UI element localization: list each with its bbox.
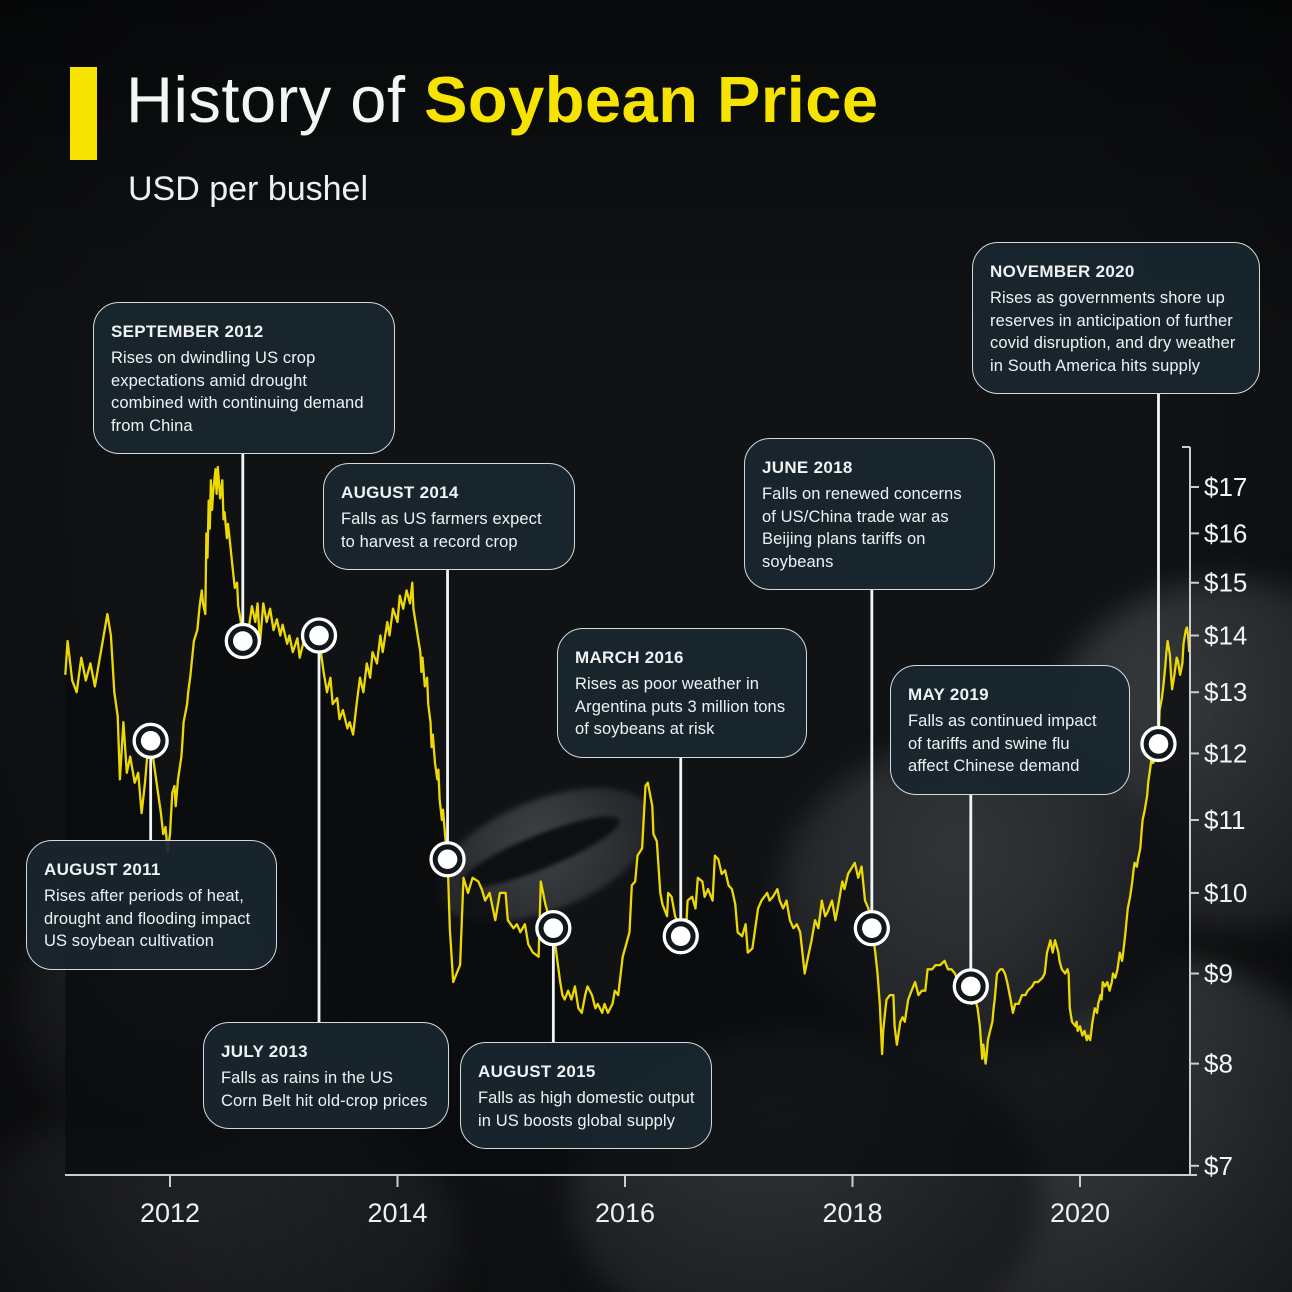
event-marker-dot-mar2016 [670, 926, 691, 947]
annotation-may2019: MAY 2019 Falls as continued impact of tar… [890, 665, 1130, 795]
y-tick-label: $11 [1204, 805, 1245, 835]
annotation-jul2013: JULY 2013 Falls as rains in the US Corn B… [203, 1022, 449, 1129]
annotation-date: SEPTEMBER 2012 [111, 322, 264, 341]
y-tick-label: $17 [1204, 472, 1247, 502]
event-marker-dot-nov2020 [1148, 734, 1169, 754]
annotation-text: Falls on renewed concerns of US/China tr… [762, 485, 962, 571]
y-tick-label: $8 [1204, 1049, 1233, 1079]
y-tick-label: $7 [1204, 1151, 1233, 1181]
annotation-text: Rises after periods of heat, drought and… [44, 887, 251, 950]
annotation-date: MARCH 2016 [575, 648, 684, 667]
annotation-date: MAY 2019 [908, 685, 989, 704]
x-tick-label: 2016 [595, 1198, 655, 1228]
annotation-aug2011: AUGUST 2011 Rises after periods of heat, … [26, 840, 277, 970]
annotation-jun2018: JUNE 2018 Falls on renewed concerns of US… [744, 438, 995, 590]
annotation-text: Rises as poor weather in Argentina puts … [575, 675, 786, 738]
annotation-date: AUGUST 2014 [341, 483, 459, 502]
annotation-text: Falls as high domestic output in US boos… [478, 1089, 695, 1130]
y-tick-label: $12 [1204, 738, 1247, 768]
annotation-date: NOVEMBER 2020 [990, 262, 1135, 281]
page-title-bold: Soybean Price [424, 63, 879, 136]
page-title-light: History of [126, 63, 425, 136]
price-area [65, 467, 1190, 1175]
x-tick-label: 2012 [140, 1198, 200, 1228]
y-tick-label: $14 [1204, 621, 1247, 651]
annotation-text: Falls as rains in the US Corn Belt hit o… [221, 1069, 428, 1110]
price-line [64, 465, 1191, 1065]
annotation-date: JUNE 2018 [762, 458, 853, 477]
annotation-date: AUGUST 2011 [44, 860, 161, 879]
annotation-text: Rises on dwindling US crop expectations … [111, 349, 364, 435]
event-marker-dot-may2019 [961, 976, 981, 997]
chart-units-subtitle: USD per bushel [128, 170, 369, 208]
annotation-nov2020: NOVEMBER 2020 Rises as governments shore … [972, 242, 1260, 394]
annotation-date: AUGUST 2015 [478, 1062, 596, 1081]
x-tick-label: 2020 [1050, 1198, 1110, 1228]
y-tick-label: $10 [1204, 878, 1247, 908]
y-tick-label: $16 [1204, 518, 1247, 548]
annotation-sep2012: SEPTEMBER 2012 Rises on dwindling US crop… [93, 302, 395, 454]
event-marker-dot-jul2013 [309, 625, 329, 646]
y-tick-label: $15 [1204, 568, 1247, 598]
annotation-text: Falls as continued impact of tariffs and… [908, 712, 1097, 775]
event-marker-dot-aug2015 [543, 918, 564, 938]
page-title: History of Soybean Price [126, 62, 879, 137]
x-tick-label: 2018 [822, 1198, 882, 1228]
x-tick-label: 2014 [367, 1198, 427, 1228]
annotation-date: JULY 2013 [221, 1042, 308, 1061]
annotation-text: Falls as US farmers expect to harvest a … [341, 510, 542, 551]
event-marker-dot-aug2011 [140, 731, 161, 751]
event-marker-dot-sep2012 [233, 631, 253, 651]
event-marker-dot-jun2018 [862, 918, 882, 938]
annotation-text: Rises as governments shore up reserves i… [990, 289, 1236, 375]
y-tick-label: $13 [1204, 677, 1247, 707]
annotation-mar2016: MARCH 2016 Rises as poor weather in Argen… [557, 628, 807, 758]
annotation-aug2015: AUGUST 2015 Falls as high domestic output… [460, 1042, 712, 1149]
event-marker-dot-aug2014 [437, 849, 458, 870]
annotation-aug2014: AUGUST 2014 Falls as US farmers expect to… [323, 463, 575, 570]
y-tick-label: $9 [1204, 959, 1233, 989]
title-accent-bar [70, 67, 97, 160]
